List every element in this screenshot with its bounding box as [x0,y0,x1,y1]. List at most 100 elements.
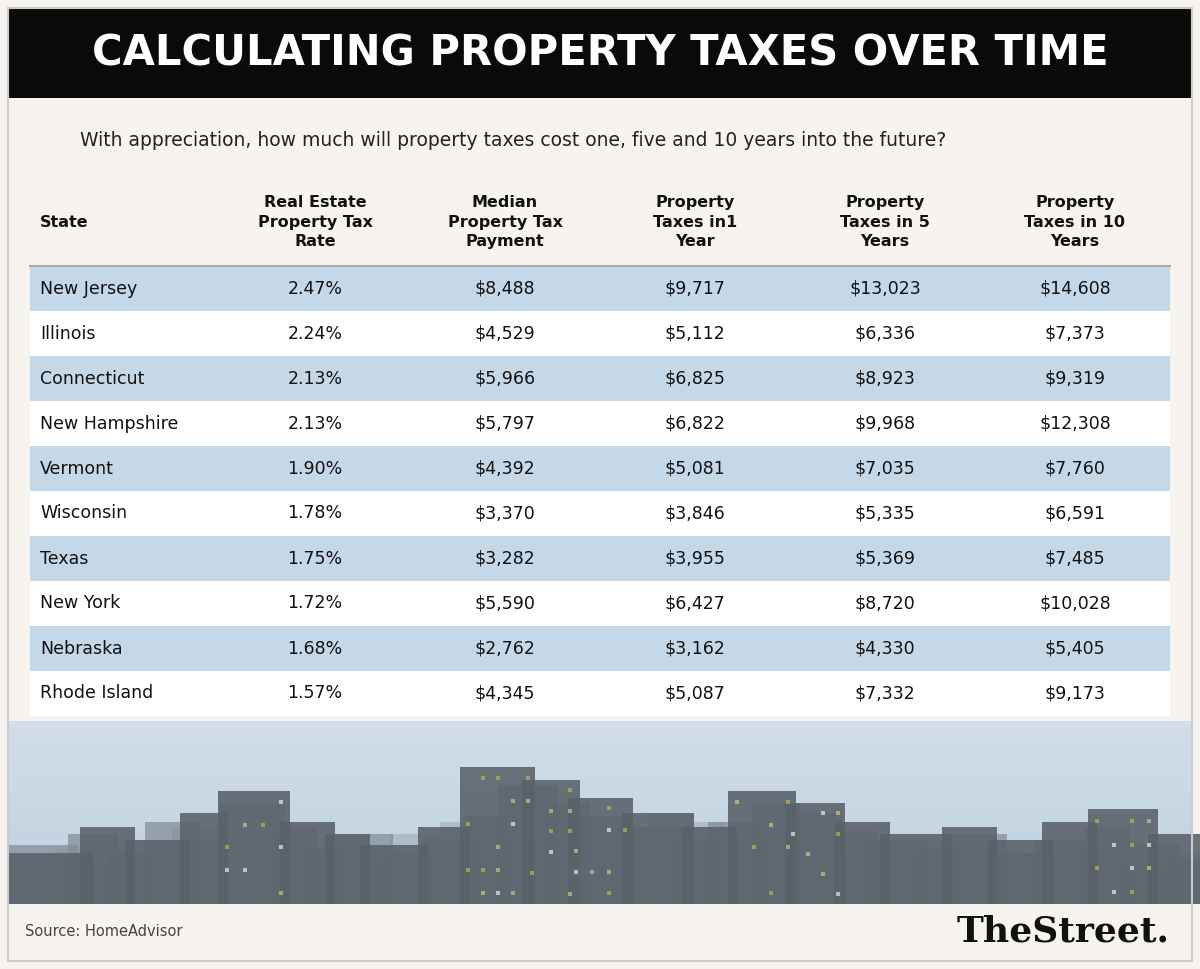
Bar [466,867,469,872]
Bar [8,816,1192,817]
Bar [708,822,763,904]
Bar [8,761,1192,762]
Bar [8,902,1192,903]
Bar [8,758,1192,759]
Bar [8,900,1192,901]
Bar [8,880,1192,882]
Bar [466,822,469,826]
Bar [510,799,515,803]
Text: $8,488: $8,488 [475,279,535,297]
Text: Property
Taxes in 5
Years: Property Taxes in 5 Years [840,196,930,249]
Bar [8,749,1192,750]
Text: Property
Taxes in1
Year: Property Taxes in1 Year [653,196,737,249]
Bar [30,671,1170,716]
Bar [8,818,1192,819]
Bar [8,823,1192,824]
Text: $3,162: $3,162 [665,640,726,658]
Text: $5,335: $5,335 [854,505,916,522]
Bar [8,788,1192,789]
Bar [1126,845,1180,904]
Bar [8,813,1192,814]
Bar [502,840,552,904]
Bar [672,840,718,904]
Bar [8,841,1192,842]
Text: $9,319: $9,319 [1044,369,1105,388]
Bar [8,745,1192,746]
Text: $6,427: $6,427 [665,595,725,612]
Bar [8,809,1192,810]
Bar [8,794,1192,795]
Bar [8,773,1192,774]
Text: $5,087: $5,087 [665,684,725,703]
Bar [791,831,794,835]
Bar [88,863,124,904]
Text: 1.72%: 1.72% [288,595,342,612]
Bar [8,779,1192,780]
Bar [8,801,1192,802]
Bar [8,785,1192,786]
Bar [8,738,1192,740]
Bar [8,882,1192,884]
Bar [8,825,1192,826]
Bar [682,828,737,904]
Bar [8,730,1192,731]
Bar [8,847,1192,848]
Bar [280,822,335,904]
Bar [835,831,840,835]
Bar [574,870,578,874]
Bar [8,867,1192,868]
Text: Vermont: Vermont [40,459,114,478]
Text: 2.13%: 2.13% [288,369,342,388]
Bar [8,856,1192,857]
Bar [8,885,1192,886]
Bar [832,830,877,904]
Text: $6,822: $6,822 [665,415,726,432]
Bar [8,775,1192,776]
Bar [308,849,343,904]
Bar [8,828,1192,829]
Text: $4,330: $4,330 [854,640,916,658]
Bar [8,749,1192,750]
Bar [30,491,1170,536]
Text: TheStreet.: TheStreet. [958,914,1170,948]
Bar [8,817,1192,818]
Bar [8,881,1192,882]
Bar [8,793,1192,794]
Bar [685,822,725,904]
Text: $14,608: $14,608 [1039,279,1111,297]
Bar [8,781,1192,782]
Bar [8,865,1192,866]
Text: New Hampshire: New Hampshire [40,415,179,432]
Bar [8,777,1192,778]
Bar [8,740,1192,741]
Bar [8,806,1192,807]
Bar [623,828,626,831]
Bar [226,868,229,872]
Bar [8,772,1192,773]
Bar [190,840,228,904]
Bar [918,840,964,904]
Text: $2,762: $2,762 [474,640,535,658]
Bar [8,860,1192,861]
Bar [8,825,1192,826]
Bar [242,868,247,872]
Bar [8,840,1192,841]
Text: Real Estate
Property Tax
Rate: Real Estate Property Tax Rate [258,196,372,249]
Bar [8,739,1192,740]
Text: $8,720: $8,720 [854,595,916,612]
Bar [8,857,1192,858]
Bar [335,834,394,904]
Bar [8,884,1192,885]
Bar [607,870,611,874]
Bar [8,734,1192,735]
Bar [8,764,1192,765]
Bar [8,856,1192,857]
Bar [8,816,1192,818]
Text: New York: New York [40,595,120,612]
Bar [728,791,796,904]
Bar [30,581,1170,626]
Bar [498,785,558,904]
Bar [526,776,529,780]
Bar [8,818,1192,819]
Bar [115,840,160,904]
